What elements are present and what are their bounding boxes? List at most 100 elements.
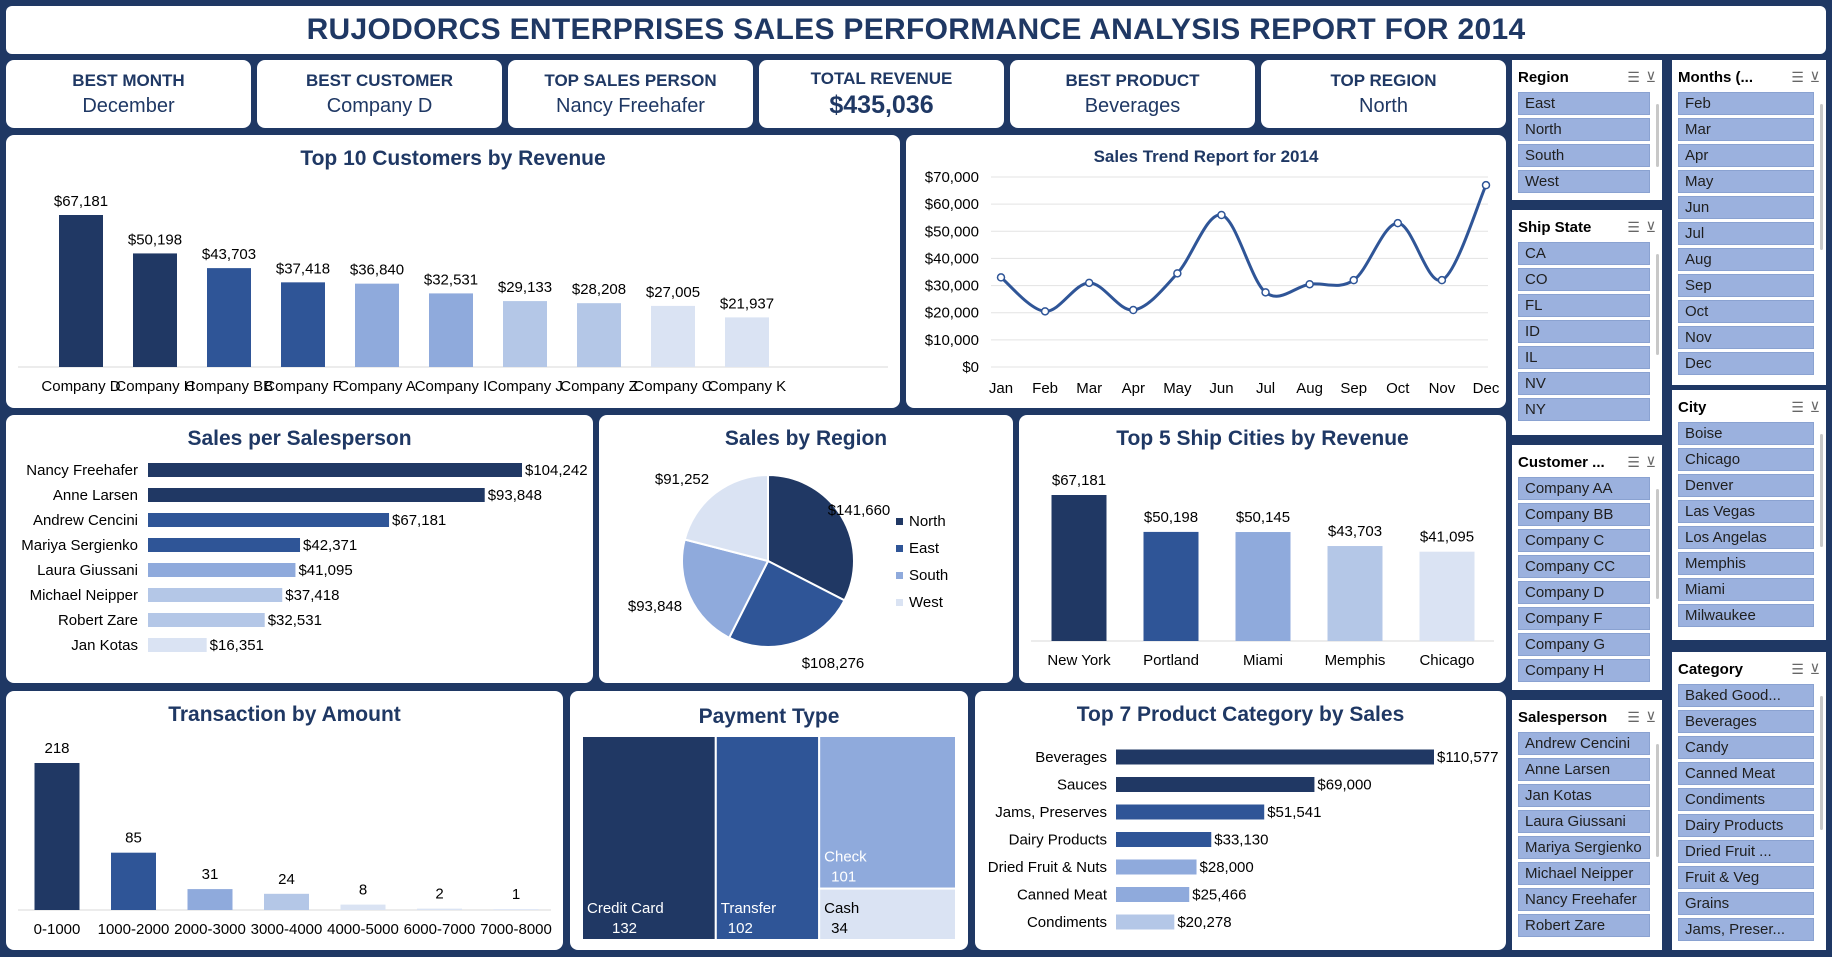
bar [207,268,251,367]
clear-filter-icon[interactable]: ⊻ [1645,218,1656,235]
slicer-item[interactable]: Apr [1678,144,1814,167]
legend-label: East [909,540,940,557]
slicer-scrollbar[interactable] [1656,489,1659,599]
clear-filter-icon[interactable]: ⊻ [1809,68,1820,85]
slicer-item[interactable]: Company H [1518,659,1650,682]
clear-filter-icon[interactable]: ⊻ [1645,708,1656,725]
slicer-item[interactable]: FL [1518,294,1650,317]
slicer-item[interactable]: Condiments [1678,788,1814,811]
kpi-top-region: TOP REGION North [1261,60,1506,128]
clear-filter-icon[interactable]: ⊻ [1645,68,1656,85]
clear-filter-icon[interactable]: ⊻ [1645,453,1656,470]
category-label: 0-1000 [34,921,81,938]
bar [1116,914,1175,930]
slicer-item[interactable]: Candy [1678,736,1814,759]
multi-select-icon[interactable]: ☰ [1627,68,1640,85]
clear-filter-icon[interactable]: ⊻ [1809,660,1820,677]
tile-value: 102 [728,920,753,937]
slicer-item[interactable]: IL [1518,346,1650,369]
slicer-item[interactable]: Fruit & Veg [1678,866,1814,889]
bar [1116,777,1315,792]
slicer-item[interactable]: Michael Neipper [1518,862,1650,885]
report-title-bar: RUJODORCS ENTERPRISES SALES PERFORMANCE … [6,6,1826,54]
slicer-item[interactable]: NY [1518,398,1650,421]
slicer-item[interactable]: Jams, Preser... [1678,918,1814,941]
sales-trend-chart: Sales Trend Report for 2014 $0 $10,000 $20… [906,135,1506,408]
slicer-item[interactable]: Jan Kotas [1518,784,1650,807]
slicer-scrollbar[interactable] [1820,104,1823,250]
slicer-item[interactable]: Company D [1518,581,1650,604]
multi-select-icon[interactable]: ☰ [1791,660,1804,677]
slicer-item[interactable]: Company AA [1518,477,1650,500]
slicer-item[interactable]: ID [1518,320,1650,343]
slicer-item[interactable]: NV [1518,372,1650,395]
slicer-item[interactable]: Laura Giussani [1518,810,1650,833]
product-category-svg: Beverages $110,577 Sauces $69,000 Jams, Pres… [988,749,1499,931]
multi-select-icon[interactable]: ☰ [1627,453,1640,470]
slicer-item[interactable]: Denver [1678,474,1814,497]
multi-select-icon[interactable]: ☰ [1791,398,1804,415]
region-svg: $141,660 $108,276 $93,848 $91,252 North East S… [628,471,948,672]
slicer-item[interactable]: Mariya Sergienko [1518,836,1650,859]
slicer-item[interactable]: Baked Good... [1678,684,1814,707]
slicer-item[interactable]: May [1678,170,1814,193]
slicer-item[interactable]: Aug [1678,248,1814,271]
slicer-item[interactable]: CO [1518,268,1650,291]
slicer-item[interactable]: North [1518,118,1650,141]
slicer-item[interactable]: Nov [1678,326,1814,349]
y-tick-label: $50,000 [925,223,979,240]
product-category-chart: Top 7 Product Category by Sales Beverage… [975,691,1506,950]
slicer-item[interactable]: Anne Larsen [1518,758,1650,781]
slicer-scrollbar[interactable] [1656,744,1659,857]
slicer-item[interactable]: West [1518,170,1650,193]
slicer-item[interactable]: Feb [1678,92,1814,115]
slicer-item[interactable]: South [1518,144,1650,167]
slicer-item[interactable]: Miami [1678,578,1814,601]
slicer-scrollbar[interactable] [1820,434,1823,547]
slicer-item[interactable]: Sep [1678,274,1814,297]
pie-slice [681,538,770,640]
slicer-item[interactable]: Dried Fruit ... [1678,840,1814,863]
slicer-scrollbar[interactable] [1656,104,1659,167]
multi-select-icon[interactable]: ☰ [1791,68,1804,85]
slicer-item[interactable]: Jul [1678,222,1814,245]
multi-select-icon[interactable]: ☰ [1627,218,1640,235]
data-label: $41,095 [1420,529,1474,546]
bar [1419,551,1475,641]
slicer-item[interactable]: Dairy Products [1678,814,1814,837]
slicer-item[interactable]: Milwaukee [1678,604,1814,627]
slicer-item[interactable]: Robert Zare [1518,914,1650,937]
slicer-scrollbar[interactable] [1820,696,1823,830]
slicer-item[interactable]: CA [1518,242,1650,265]
x-tick-label: Dec [1473,380,1500,397]
slicer-item[interactable]: Canned Meat [1678,762,1814,785]
slicer-item[interactable]: Nancy Freehafer [1518,888,1650,911]
x-tick-label: Aug [1296,380,1323,397]
slicer-item[interactable]: Company C [1518,529,1650,552]
clear-filter-icon[interactable]: ⊻ [1809,398,1820,415]
slicer-item[interactable]: Dec [1678,352,1814,375]
slicer-item[interactable]: Boise [1678,422,1814,445]
slicer-item[interactable]: East [1518,92,1650,115]
slicer-item[interactable]: Beverages [1678,710,1814,733]
slicer-item[interactable]: Jun [1678,196,1814,219]
slicer-item[interactable]: Memphis [1678,552,1814,575]
multi-select-icon[interactable]: ☰ [1627,708,1640,725]
slicer-item[interactable]: Mar [1678,118,1814,141]
slicer-item[interactable]: Company G [1518,633,1650,656]
x-tick-label: Jul [1256,380,1275,397]
slicer-item[interactable]: Company CC [1518,555,1650,578]
slicer-item[interactable]: Oct [1678,300,1814,323]
slicer-scrollbar[interactable] [1656,254,1659,355]
chart-title: Sales Trend Report for 2014 [1093,147,1319,166]
slicer-item[interactable]: Los Angelas [1678,526,1814,549]
bar [59,215,103,367]
slicer-item[interactable]: Company BB [1518,503,1650,526]
slicer-item[interactable]: Grains [1678,892,1814,915]
slicer-item[interactable]: Las Vegas [1678,500,1814,523]
slicer-item[interactable]: Chicago [1678,448,1814,471]
data-label: $41,095 [298,562,352,579]
slicer-item[interactable]: Andrew Cencini [1518,732,1650,755]
slicer-item[interactable]: Company F [1518,607,1650,630]
slicer-city: City ☰ ⊻ Boise Chicago Denver Las Vegas Los Ang… [1672,390,1826,640]
